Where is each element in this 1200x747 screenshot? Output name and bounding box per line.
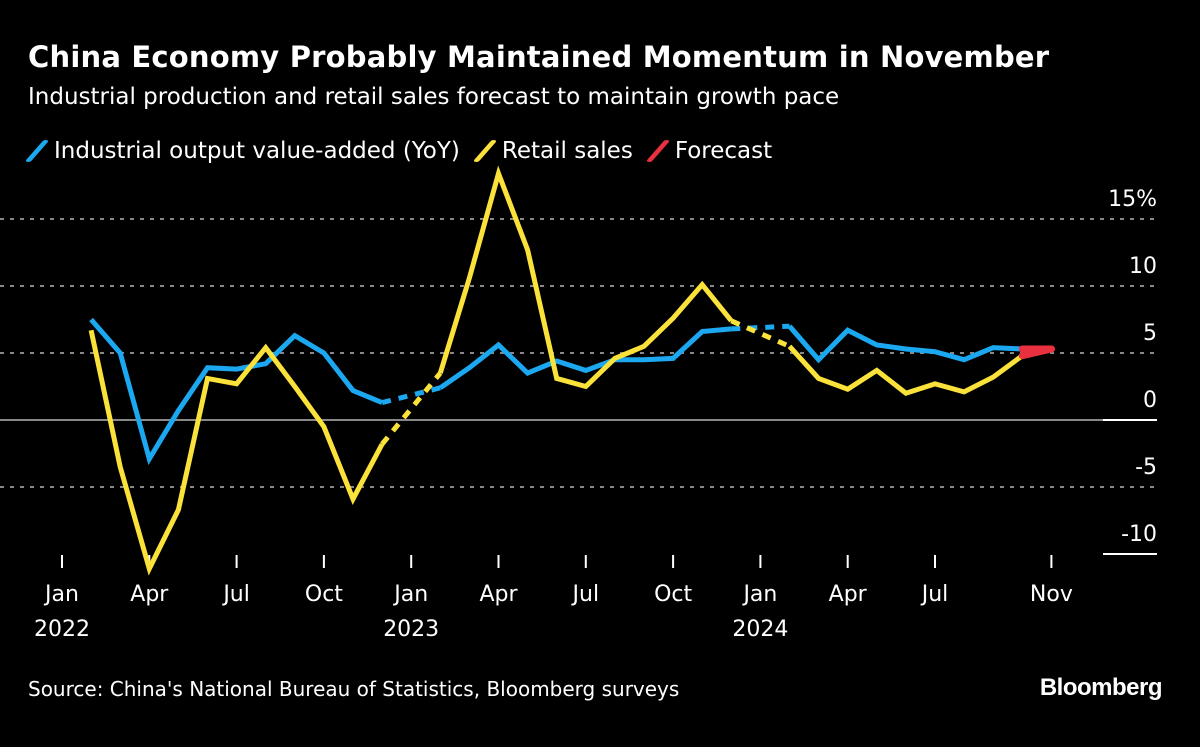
x-tick-label: Jan (392, 582, 428, 607)
chart-title: China Economy Probably Maintained Moment… (28, 40, 1050, 74)
x-tick-label: Oct (305, 582, 343, 607)
series-gap-dashed (731, 323, 790, 332)
chart-subtitle: Industrial production and retail sales f… (28, 84, 840, 110)
y-tick-label: 15% (1108, 187, 1157, 212)
x-tick-year: 2024 (732, 617, 788, 642)
series-line-retail-sales (88, 329, 385, 576)
x-tick-label: Apr (479, 582, 518, 607)
y-tick-label: -10 (1121, 522, 1157, 547)
legend-label: Industrial output value-added (YoY) (54, 138, 460, 164)
series-line-industrial-output (438, 326, 732, 390)
series-line-retail-sales (787, 344, 1024, 396)
series-gap-dashed (381, 385, 441, 406)
series-gap-dashed (380, 371, 443, 446)
y-tick-label: -5 (1135, 455, 1157, 480)
y-tick-label: 5 (1143, 321, 1157, 346)
legend-label: Forecast (674, 138, 773, 164)
legend: Industrial output value-added (YoY) Reta… (24, 138, 788, 164)
x-tick-label: Jan (43, 582, 79, 607)
legend-item-forecast: Forecast (645, 138, 773, 164)
x-tick-label: Oct (654, 582, 692, 607)
bloomberg-logo: Bloomberg (1039, 674, 1163, 701)
series-line-retail-sales (437, 165, 734, 390)
series-gap-dashed (730, 318, 791, 349)
legend-label: Retail sales (501, 138, 633, 164)
x-tick-label: Jan (741, 582, 777, 607)
x-tick-label: Apr (829, 582, 868, 607)
series-line-industrial-output (787, 324, 1023, 364)
x-tick-label: Nov (1030, 582, 1073, 607)
x-tick-label: Apr (130, 582, 169, 607)
x-tick-label: Jul (571, 582, 600, 607)
forecast-line (1018, 345, 1055, 360)
x-tick-label: Jul (221, 582, 250, 607)
legend-item-industrial-output: Industrial output value-added (YoY) (24, 138, 460, 164)
x-tick-year: 2022 (34, 617, 90, 642)
y-tick-label: 0 (1143, 388, 1157, 413)
x-tick-year: 2023 (383, 617, 439, 642)
series-line-industrial-output (89, 317, 384, 466)
y-tick-label: 10 (1129, 254, 1157, 279)
source-note: Source: China's National Bureau of Stati… (28, 677, 680, 701)
x-tick-label: Jul (920, 582, 949, 607)
legend-item-retail-sales: Retail sales (472, 138, 633, 164)
